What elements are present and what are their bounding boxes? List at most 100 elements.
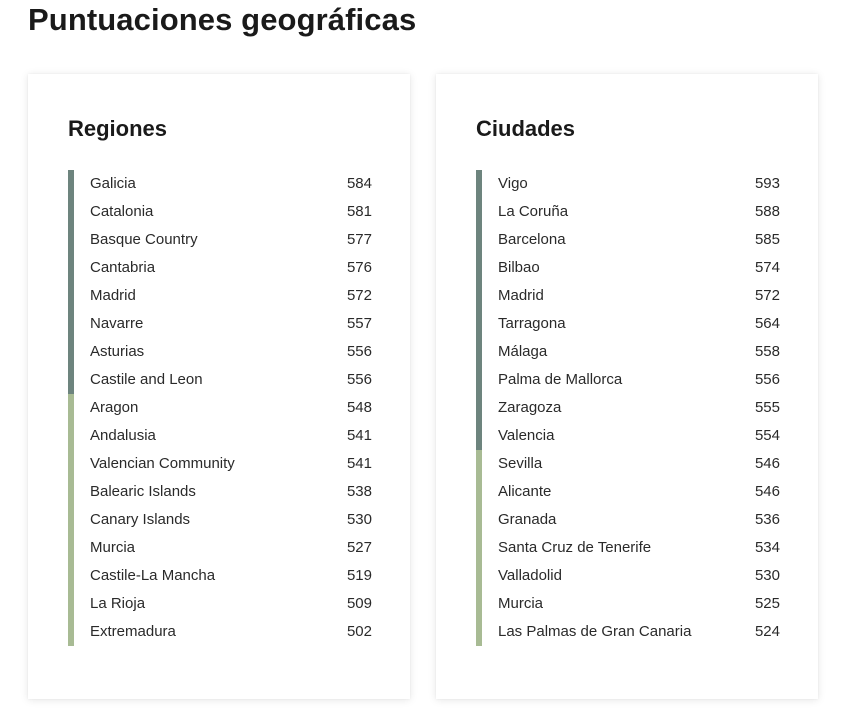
city-tier-bar: [476, 338, 482, 366]
region-row: Canary Islands 530: [68, 506, 372, 534]
city-row: Bilbao 574: [476, 254, 780, 282]
city-row: Las Palmas de Gran Canaria 524: [476, 618, 780, 646]
region-tier-bar: [68, 282, 74, 310]
region-score: 572: [346, 287, 372, 304]
city-score: 572: [754, 287, 780, 304]
city-row: Murcia 525: [476, 590, 780, 618]
region-row: Basque Country 577: [68, 226, 372, 254]
region-name: Canary Islands: [90, 511, 191, 528]
cities-list: Vigo 593 La Coruña 588 Barcelona 585 Bilbao 574…: [476, 170, 780, 646]
region-name: Basque Country: [90, 231, 198, 248]
city-row: Málaga 558: [476, 338, 780, 366]
region-row: Extremadura 502: [68, 618, 372, 646]
city-tier-bar: [476, 478, 482, 506]
region-score: 502: [346, 623, 372, 640]
city-name: Murcia: [498, 595, 544, 612]
region-tier-bar: [68, 198, 74, 226]
region-score: 527: [346, 539, 372, 556]
region-tier-bar: [68, 422, 74, 450]
city-row: Barcelona 585: [476, 226, 780, 254]
region-row: Balearic Islands 538: [68, 478, 372, 506]
city-tier-bar: [476, 282, 482, 310]
city-name: Bilbao: [498, 259, 540, 276]
page-title: Puntuaciones geográficas: [28, 2, 417, 37]
region-name: Valencian Community: [90, 455, 235, 472]
city-row: Valencia 554: [476, 422, 780, 450]
city-row: Valladolid 530: [476, 562, 780, 590]
city-name: La Coruña: [498, 203, 569, 220]
region-name: Madrid: [90, 287, 136, 304]
city-tier-bar: [476, 562, 482, 590]
region-tier-bar: [68, 366, 74, 394]
region-score: 509: [346, 595, 372, 612]
city-tier-bar: [476, 170, 482, 198]
region-row: Catalonia 581: [68, 198, 372, 226]
city-score: 554: [754, 427, 780, 444]
region-tier-bar: [68, 562, 74, 590]
city-name: Zaragoza: [498, 399, 562, 416]
city-name: Santa Cruz de Tenerife: [498, 539, 652, 556]
region-row: Castile and Leon 556: [68, 366, 372, 394]
city-tier-bar: [476, 198, 482, 226]
city-name: Palma de Mallorca: [498, 371, 623, 388]
city-score: 525: [754, 595, 780, 612]
city-score: 556: [754, 371, 780, 388]
city-name: Alicante: [498, 483, 552, 500]
city-score: 564: [754, 315, 780, 332]
region-name: Balearic Islands: [90, 483, 196, 500]
city-score: 585: [754, 231, 780, 248]
region-name: Aragon: [90, 399, 139, 416]
city-row: Zaragoza 555: [476, 394, 780, 422]
city-score: 574: [754, 259, 780, 276]
region-score: 581: [346, 203, 372, 220]
regions-card: Regiones Galicia 584 Catalonia 581 Basque Co…: [28, 74, 410, 699]
region-name: La Rioja: [90, 595, 146, 612]
region-score: 556: [346, 343, 372, 360]
region-row: Aragon 548: [68, 394, 372, 422]
region-row: Madrid 572: [68, 282, 372, 310]
region-tier-bar: [68, 618, 74, 646]
city-row: Sevilla 546: [476, 450, 780, 478]
city-score: 536: [754, 511, 780, 528]
region-row: Andalusia 541: [68, 422, 372, 450]
city-row: Alicante 546: [476, 478, 780, 506]
city-tier-bar: [476, 310, 482, 338]
region-name: Galicia: [90, 175, 136, 192]
city-score: 546: [754, 455, 780, 472]
region-row: Navarre 557: [68, 310, 372, 338]
region-tier-bar: [68, 226, 74, 254]
city-name: Valencia: [498, 427, 555, 444]
city-tier-bar: [476, 450, 482, 478]
region-score: 541: [346, 427, 372, 444]
city-tier-bar: [476, 254, 482, 282]
city-name: Tarragona: [498, 315, 566, 332]
city-name: Málaga: [498, 343, 548, 360]
region-row: Murcia 527: [68, 534, 372, 562]
city-score: 534: [754, 539, 780, 556]
region-name: Asturias: [90, 343, 145, 360]
city-score: 524: [754, 623, 780, 640]
city-name: Barcelona: [498, 231, 566, 248]
city-name: Madrid: [498, 287, 544, 304]
city-tier-bar: [476, 226, 482, 254]
region-tier-bar: [68, 478, 74, 506]
region-row: Asturias 556: [68, 338, 372, 366]
cities-card: Ciudades Vigo 593 La Coruña 588 Barcelona 585…: [436, 74, 818, 699]
region-score: 530: [346, 511, 372, 528]
city-row: Madrid 572: [476, 282, 780, 310]
city-score: 555: [754, 399, 780, 416]
region-name: Cantabria: [90, 259, 156, 276]
city-score: 546: [754, 483, 780, 500]
region-score: 577: [346, 231, 372, 248]
region-score: 541: [346, 455, 372, 472]
city-score: 530: [754, 567, 780, 584]
city-tier-bar: [476, 506, 482, 534]
city-tier-bar: [476, 366, 482, 394]
region-score: 538: [346, 483, 372, 500]
city-row: Tarragona 564: [476, 310, 780, 338]
city-name: Las Palmas de Gran Canaria: [498, 623, 692, 640]
city-name: Sevilla: [498, 455, 543, 472]
city-tier-bar: [476, 590, 482, 618]
city-score: 588: [754, 203, 780, 220]
region-score: 584: [346, 175, 372, 192]
